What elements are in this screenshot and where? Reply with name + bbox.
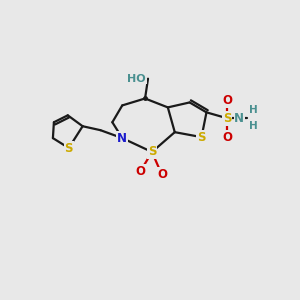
- Text: O: O: [222, 130, 232, 144]
- Text: HO: HO: [128, 74, 146, 84]
- Text: H: H: [249, 105, 258, 115]
- Text: N: N: [234, 112, 244, 125]
- Text: S: S: [223, 112, 232, 125]
- Text: S: S: [148, 146, 156, 158]
- Text: N: N: [117, 132, 127, 145]
- Text: O: O: [222, 94, 232, 107]
- Text: S: S: [64, 142, 73, 154]
- Text: S: S: [197, 130, 206, 144]
- Text: O: O: [135, 165, 145, 178]
- Text: H: H: [249, 121, 258, 131]
- Text: O: O: [157, 168, 167, 181]
